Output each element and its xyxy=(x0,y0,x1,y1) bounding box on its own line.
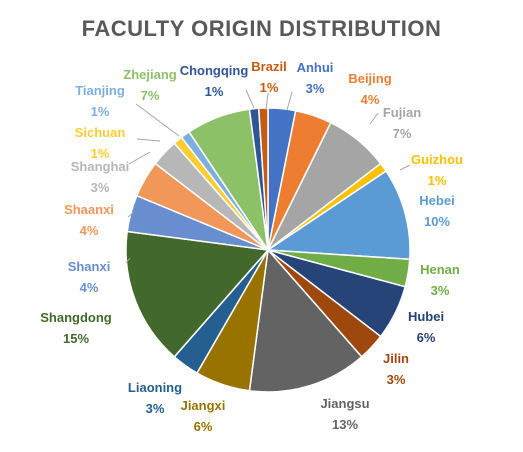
slice-label-sichuan: Sichuan xyxy=(75,125,126,140)
slice-label-hebei: Hebei xyxy=(419,193,454,208)
leader-lines xyxy=(125,89,411,264)
leader-line-anhui xyxy=(286,91,293,111)
leader-line-guizhou xyxy=(399,164,411,171)
leader-line-sichuan xyxy=(136,138,161,142)
slice-percent-henan: 3% xyxy=(431,283,450,298)
slice-label-liaoning: Liaoning xyxy=(128,380,182,395)
slice-label-shaanxi: Shaanxi xyxy=(64,202,114,217)
pie-slice-shangdong xyxy=(125,230,270,358)
slice-percent-brazil: 1% xyxy=(260,80,279,95)
slice-label-chongqing: Chongqing xyxy=(180,63,249,78)
slice-percent-sichuan: 1% xyxy=(91,146,110,161)
leader-line-tianjing xyxy=(135,103,180,137)
slice-label-hubei: Hubei xyxy=(408,309,444,324)
slice-label-shanxi: Shanxi xyxy=(68,259,111,274)
slice-percent-chongqing: 1% xyxy=(205,84,224,99)
leader-line-shaanxi xyxy=(127,211,135,218)
slice-label-fujian: Fujian xyxy=(383,105,421,120)
slice-percent-hebei: 10% xyxy=(424,214,450,229)
leader-line-shanghai xyxy=(128,151,151,165)
slice-label-guizhou: Guizhou xyxy=(411,152,463,167)
leader-line-chongqing xyxy=(245,89,255,109)
slice-label-tianjing: Tianjing xyxy=(75,83,125,98)
slice-percent-tianjing: 1% xyxy=(91,104,110,119)
slice-percent-jiangsu: 13% xyxy=(332,417,358,432)
leader-line-fujian xyxy=(369,112,379,125)
slice-label-henan: Henan xyxy=(420,262,460,277)
slice-label-jiangxi: Jiangxi xyxy=(181,398,226,413)
pie-slice-jiangsu xyxy=(248,248,363,393)
slice-percent-liaoning: 3% xyxy=(146,401,165,416)
slice-label-jiangsu: Jiangsu xyxy=(320,396,369,411)
slice-percent-shaanxi: 4% xyxy=(80,223,99,238)
slice-label-zhejiang: Zhejiang xyxy=(123,67,177,82)
slice-label-beijing: Beijing xyxy=(348,71,391,86)
slice-percent-shanxi: 4% xyxy=(80,280,99,295)
slice-percent-shangdong: 15% xyxy=(63,331,89,346)
slice-label-anhui: Anhui xyxy=(297,60,334,75)
slice-percent-zhejiang: 7% xyxy=(141,88,160,103)
slice-label-jilin: Jilin xyxy=(383,351,409,366)
slice-percent-guizhou: 1% xyxy=(428,173,447,188)
slice-label-shanghai: Shanghai xyxy=(71,159,130,174)
chart-title: FACULTY ORIGIN DISTRIBUTION xyxy=(81,16,442,41)
pie-slice-brazil xyxy=(257,107,269,251)
slice-percent-jilin: 3% xyxy=(387,372,406,387)
slice-percent-anhui: 3% xyxy=(306,81,325,96)
slice-percent-hubei: 6% xyxy=(417,330,436,345)
pie-slice-hebei xyxy=(265,170,411,261)
slice-label-brazil: Brazil xyxy=(251,59,286,74)
slice-percent-fujian: 7% xyxy=(393,126,412,141)
pie-slices xyxy=(125,107,411,393)
slice-label-shangdong: Shangdong xyxy=(40,310,112,325)
leader-line-brazil xyxy=(265,92,269,111)
data-labels: Anhui3%Beijing4%Fujian7%Guizhou1%Hebei10… xyxy=(40,59,463,434)
leader-line-shanxi xyxy=(125,257,131,264)
slice-percent-beijing: 4% xyxy=(361,92,380,107)
slice-percent-shanghai: 3% xyxy=(91,180,110,195)
slice-percent-jiangxi: 6% xyxy=(194,419,213,434)
